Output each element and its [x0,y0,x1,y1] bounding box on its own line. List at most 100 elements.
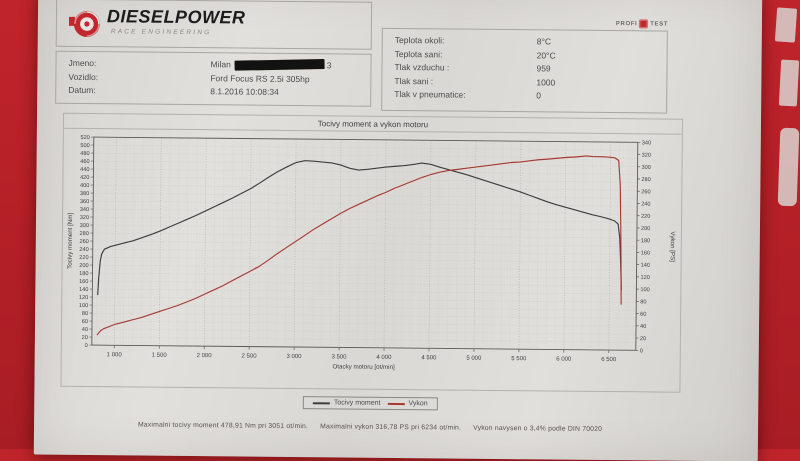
legend-torque-label: Tocivy moment [334,399,381,406]
max-torque-text: Maximalni tocivy moment 478,91 Nm pri 30… [138,422,308,431]
svg-text:20: 20 [82,335,88,341]
jmeno-label: Jmeno: [68,57,210,72]
svg-text:500: 500 [80,143,89,149]
legend-power-swatch [388,402,405,404]
svg-text:140: 140 [79,287,88,293]
svg-text:4 000: 4 000 [376,355,392,361]
header-logo-box: DIESELPOWER RACE ENGINEERING [56,0,372,50]
svg-text:320: 320 [642,153,651,159]
svg-text:300: 300 [80,223,89,229]
svg-text:480: 480 [80,151,89,157]
svg-text:240: 240 [641,202,650,208]
condition-value: 1000 [536,77,555,87]
svg-text:200: 200 [641,226,650,232]
svg-text:160: 160 [79,279,88,285]
wall-sign-fragment [775,7,797,42]
svg-text:260: 260 [641,189,650,195]
svg-text:1 500: 1 500 [152,353,168,359]
dyno-printout-paper: DIESELPOWER RACE ENGINEERING PROFI TEST … [34,0,762,461]
svg-text:Otacky motoru [ot/min]: Otacky motoru [ot/min] [332,363,395,371]
redaction-bar [235,59,325,71]
legend-item-power: Vykon [387,400,427,407]
svg-text:220: 220 [641,214,650,220]
svg-text:380: 380 [80,191,89,197]
svg-text:400: 400 [80,183,89,189]
svg-text:0: 0 [85,343,88,349]
svg-text:40: 40 [640,324,646,330]
svg-text:6 500: 6 500 [601,357,617,363]
svg-text:3 000: 3 000 [286,354,302,360]
svg-text:80: 80 [640,299,646,305]
condition-label: Teplota okoli: [395,34,537,49]
svg-text:80: 80 [82,311,88,317]
wall-sign-fragment [778,128,800,207]
svg-text:100: 100 [79,303,88,309]
svg-text:280: 280 [80,231,89,237]
svg-text:300: 300 [642,165,651,171]
brand-subtitle: RACE ENGINEERING [111,28,212,36]
badge-red-square-icon [639,19,648,28]
condition-label: Tlak v pneumatice: [394,88,536,103]
vozidlo-label: Vozidlo: [68,70,210,85]
svg-text:340: 340 [80,207,89,213]
brand-text: DIESELPOWER [107,6,246,28]
svg-text:240: 240 [79,247,88,253]
svg-text:120: 120 [79,295,88,301]
svg-text:6 000: 6 000 [556,357,572,363]
svg-text:20: 20 [640,336,646,342]
condition-value: 8°C [537,36,551,46]
svg-text:460: 460 [80,159,89,165]
wall-sign-fragment [779,60,799,107]
svg-text:520: 520 [80,135,89,141]
svg-text:140: 140 [641,263,650,269]
turbo-logo-icon [69,7,103,41]
svg-text:220: 220 [79,255,88,261]
max-power-text: Maximalni vykon 316,78 PS pri 6234 ot/mi… [320,423,461,431]
legend-torque-swatch [313,402,330,404]
jmeno-value-suffix: 3 [327,60,332,70]
legend-item-torque: Tocivy moment [313,399,381,407]
svg-text:3 500: 3 500 [331,354,347,360]
svg-text:360: 360 [80,199,89,205]
vehicle-info-box: Jmeno:Milan 3 Vozidlo:Ford Focus RS 2.5i … [55,51,371,107]
svg-text:1 000: 1 000 [107,352,123,358]
svg-text:420: 420 [80,175,89,181]
condition-value: 0 [536,90,541,100]
svg-text:280: 280 [641,177,650,183]
condition-label: Teplota sani: [395,47,537,62]
chart-legend: Tocivy moment Vykon [303,396,438,410]
svg-text:180: 180 [79,271,88,277]
datum-label: Datum: [68,84,210,99]
jmeno-value: Milan [210,59,230,69]
svg-text:5 000: 5 000 [466,356,482,362]
svg-text:Tocivy moment [Nm]: Tocivy moment [Nm] [67,213,75,269]
condition-label: Tlak sani : [394,74,536,89]
svg-text:0: 0 [640,348,643,354]
condition-value: 20°C [537,50,556,60]
svg-text:120: 120 [640,275,649,281]
svg-text:4 500: 4 500 [421,355,437,361]
svg-text:Vykon [PS]: Vykon [PS] [669,231,676,262]
condition-label: Tlak vzduchu : [394,61,536,76]
vozidlo-value: Ford Focus RS 2.5i 305hp [210,73,309,84]
legend-power-label: Vykon [408,400,427,407]
row-datum: Datum:8.1.2016 10:08:34 [56,84,370,101]
svg-text:40: 40 [82,327,88,333]
svg-text:320: 320 [80,215,89,221]
conditions-box: Teplota okoli:8°C Teplota sani:20°C Tlak… [381,28,668,114]
svg-text:100: 100 [640,287,649,293]
svg-text:440: 440 [80,167,89,173]
svg-text:160: 160 [641,250,650,256]
condition-value: 959 [536,63,550,73]
svg-text:200: 200 [79,263,88,269]
svg-text:260: 260 [79,239,88,245]
svg-text:5 500: 5 500 [511,356,527,362]
svg-text:60: 60 [82,319,88,325]
badge-left-text: PROFI [616,21,637,27]
datum-value: 8.1.2016 10:08:34 [210,86,279,97]
badge-right-text: TEST [650,21,668,27]
svg-text:340: 340 [642,140,651,146]
